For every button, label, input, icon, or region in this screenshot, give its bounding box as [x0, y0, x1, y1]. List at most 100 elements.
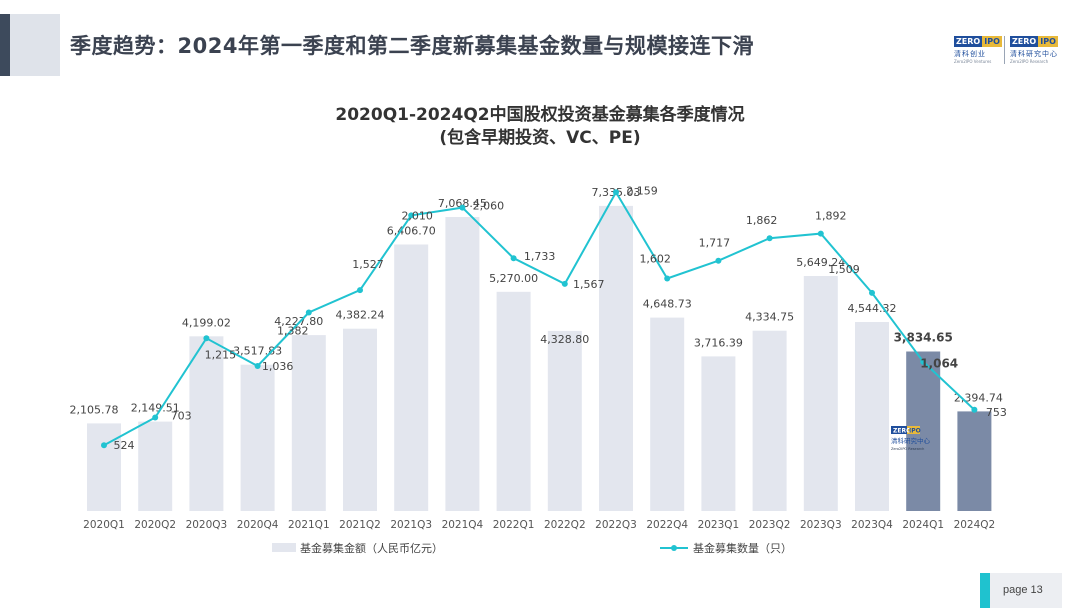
zero2ipo-research-logo: ZERO IPO 清科研究中心 Zero2IPO Research	[1010, 36, 1058, 64]
x-tick-2023Q2: 2023Q2	[749, 519, 791, 531]
x-tick-2021Q4: 2021Q4	[442, 519, 484, 531]
point-label-2022Q2: 1,567	[573, 278, 605, 291]
page-title: 季度趋势：2024年第一季度和第二季度新募集基金数量与规模接连下滑	[70, 34, 754, 58]
count-line	[103, 190, 976, 447]
chart-title: 2020Q1-2024Q2中国股权投资基金募集各季度情况	[335, 105, 745, 125]
point-label-2023Q1: 1,717	[699, 237, 731, 250]
header-accent-dark	[0, 14, 10, 76]
point-2021Q2	[357, 287, 363, 294]
x-tick-2020Q4: 2020Q4	[237, 519, 279, 531]
x-tick-2020Q1: 2020Q1	[83, 519, 125, 531]
watermark-mark-right	[907, 426, 920, 434]
bar-2020Q1	[87, 423, 121, 511]
bar-label-2023Q4: 4,544.32	[848, 302, 897, 315]
bar-2022Q4	[650, 317, 685, 511]
point-2022Q2	[561, 280, 568, 287]
point-2020Q1	[101, 442, 107, 449]
watermark-cn: 清科研究中心	[891, 436, 931, 445]
point-label-2022Q4: 1,602	[639, 253, 671, 266]
point-2023Q2	[766, 235, 773, 242]
point-2024Q1	[920, 358, 927, 365]
watermark-mark-left-text: ZERO	[893, 428, 911, 435]
bar-2021Q4	[445, 217, 480, 511]
point-2022Q4	[664, 275, 671, 282]
point-label-2022Q1: 1,733	[524, 250, 556, 263]
bar-2021Q1	[291, 335, 326, 511]
bar-2023Q1	[701, 356, 736, 511]
bar-2021Q3	[394, 244, 429, 511]
point-label-2021Q3: 2,010	[401, 209, 433, 222]
bar-label-2023Q2: 4,334.75	[745, 311, 794, 324]
zero2ipo-ventures-logo: ZERO IPO 清科创业 Zero2IPO Ventures	[954, 36, 1002, 64]
bar-label-2023Q3: 5,649.24	[796, 256, 845, 269]
bar-2023Q4	[855, 322, 889, 511]
point-label-2021Q4: 2,060	[473, 200, 505, 213]
legend-bar-swatch	[272, 543, 296, 552]
point-label-2023Q2: 1,862	[746, 214, 778, 227]
x-tick-2022Q2: 2022Q2	[544, 519, 586, 531]
bar-label-2022Q2: 4,328.80	[540, 333, 589, 346]
legend-line-label: 基金募集数量（只）	[693, 541, 792, 555]
x-tick-2023Q3: 2023Q3	[800, 519, 842, 531]
point-2023Q1	[715, 257, 722, 264]
x-tick-2021Q3: 2021Q3	[390, 519, 432, 531]
point-2021Q3	[408, 212, 415, 219]
x-tick-2023Q1: 2023Q1	[698, 519, 740, 531]
watermark-mark-left	[891, 426, 907, 434]
x-tick-2022Q4: 2022Q4	[646, 519, 688, 531]
footer-accent	[980, 573, 990, 608]
point-label-2020Q3: 1,215	[205, 348, 237, 361]
bar-label-2022Q1: 5,270.00	[489, 272, 538, 285]
footer-box	[990, 573, 1062, 608]
bar-2022Q3	[599, 205, 633, 511]
header-band	[0, 0, 1080, 78]
point-2024Q2	[971, 406, 978, 413]
chart-subtitle: (包含早期投资、VC、PE)	[439, 128, 641, 148]
point-label-2020Q4: 1,036	[262, 360, 294, 373]
point-label-2020Q2: 703	[171, 410, 192, 423]
page-number: page 13	[1003, 584, 1043, 596]
point-2023Q3	[817, 230, 824, 237]
x-tick-2021Q2: 2021Q2	[339, 519, 381, 531]
x-tick-2022Q3: 2022Q3	[595, 519, 637, 531]
bar-label-2021Q3: 6,406.70	[387, 225, 436, 238]
point-label-2024Q1: 1,064	[920, 357, 958, 371]
x-tick-2021Q1: 2021Q1	[288, 519, 330, 531]
legend-bar-label: 基金募集金额（人民币亿元）	[300, 541, 443, 555]
x-tick-2023Q4: 2023Q4	[851, 519, 893, 531]
point-2020Q3	[203, 335, 210, 342]
bar-label-2020Q3: 4,199.02	[182, 316, 231, 329]
header-accent-light	[10, 14, 60, 76]
bar-2022Q1	[496, 291, 531, 511]
point-2022Q1	[510, 255, 517, 262]
bar-2020Q2	[138, 421, 173, 511]
point-label-2022Q3: 2,159	[626, 184, 658, 197]
point-label-2020Q1: 524	[114, 439, 135, 452]
x-tick-2022Q1: 2022Q1	[493, 519, 535, 531]
bar-2023Q3	[803, 276, 838, 511]
bar-label-2022Q4: 4,648.73	[643, 298, 692, 311]
watermark-mark-right-text: IPO	[909, 428, 921, 435]
point-2023Q4	[869, 289, 875, 296]
legend-line-marker	[671, 545, 677, 551]
watermark-logo: ZERO IPO 清科研究中心 Zero2IPO Research	[891, 426, 931, 451]
point-2022Q3	[613, 189, 619, 196]
point-2020Q2	[152, 414, 159, 421]
bar-label-2021Q4: 7,068.45	[438, 197, 487, 210]
x-tick-2020Q2: 2020Q2	[134, 519, 176, 531]
point-label-2024Q2: 753	[986, 406, 1007, 419]
bar-2024Q2	[957, 411, 992, 511]
bar-2020Q4	[240, 364, 275, 511]
bar-label-2023Q1: 3,716.39	[694, 336, 743, 349]
point-label-2021Q2: 1,527	[352, 258, 384, 271]
watermark-en: Zero2IPO Research	[891, 447, 924, 451]
bar-2022Q2	[547, 330, 582, 511]
point-2021Q4	[459, 204, 466, 211]
bar-label-2021Q2: 4,382.24	[336, 309, 385, 322]
point-2020Q4	[254, 363, 261, 369]
bar-label-2020Q1: 2,105.78	[70, 403, 119, 416]
point-label-2023Q3: 1,892	[815, 210, 847, 223]
x-tick-2024Q2: 2024Q2	[954, 519, 996, 531]
bar-2020Q3	[189, 336, 224, 511]
